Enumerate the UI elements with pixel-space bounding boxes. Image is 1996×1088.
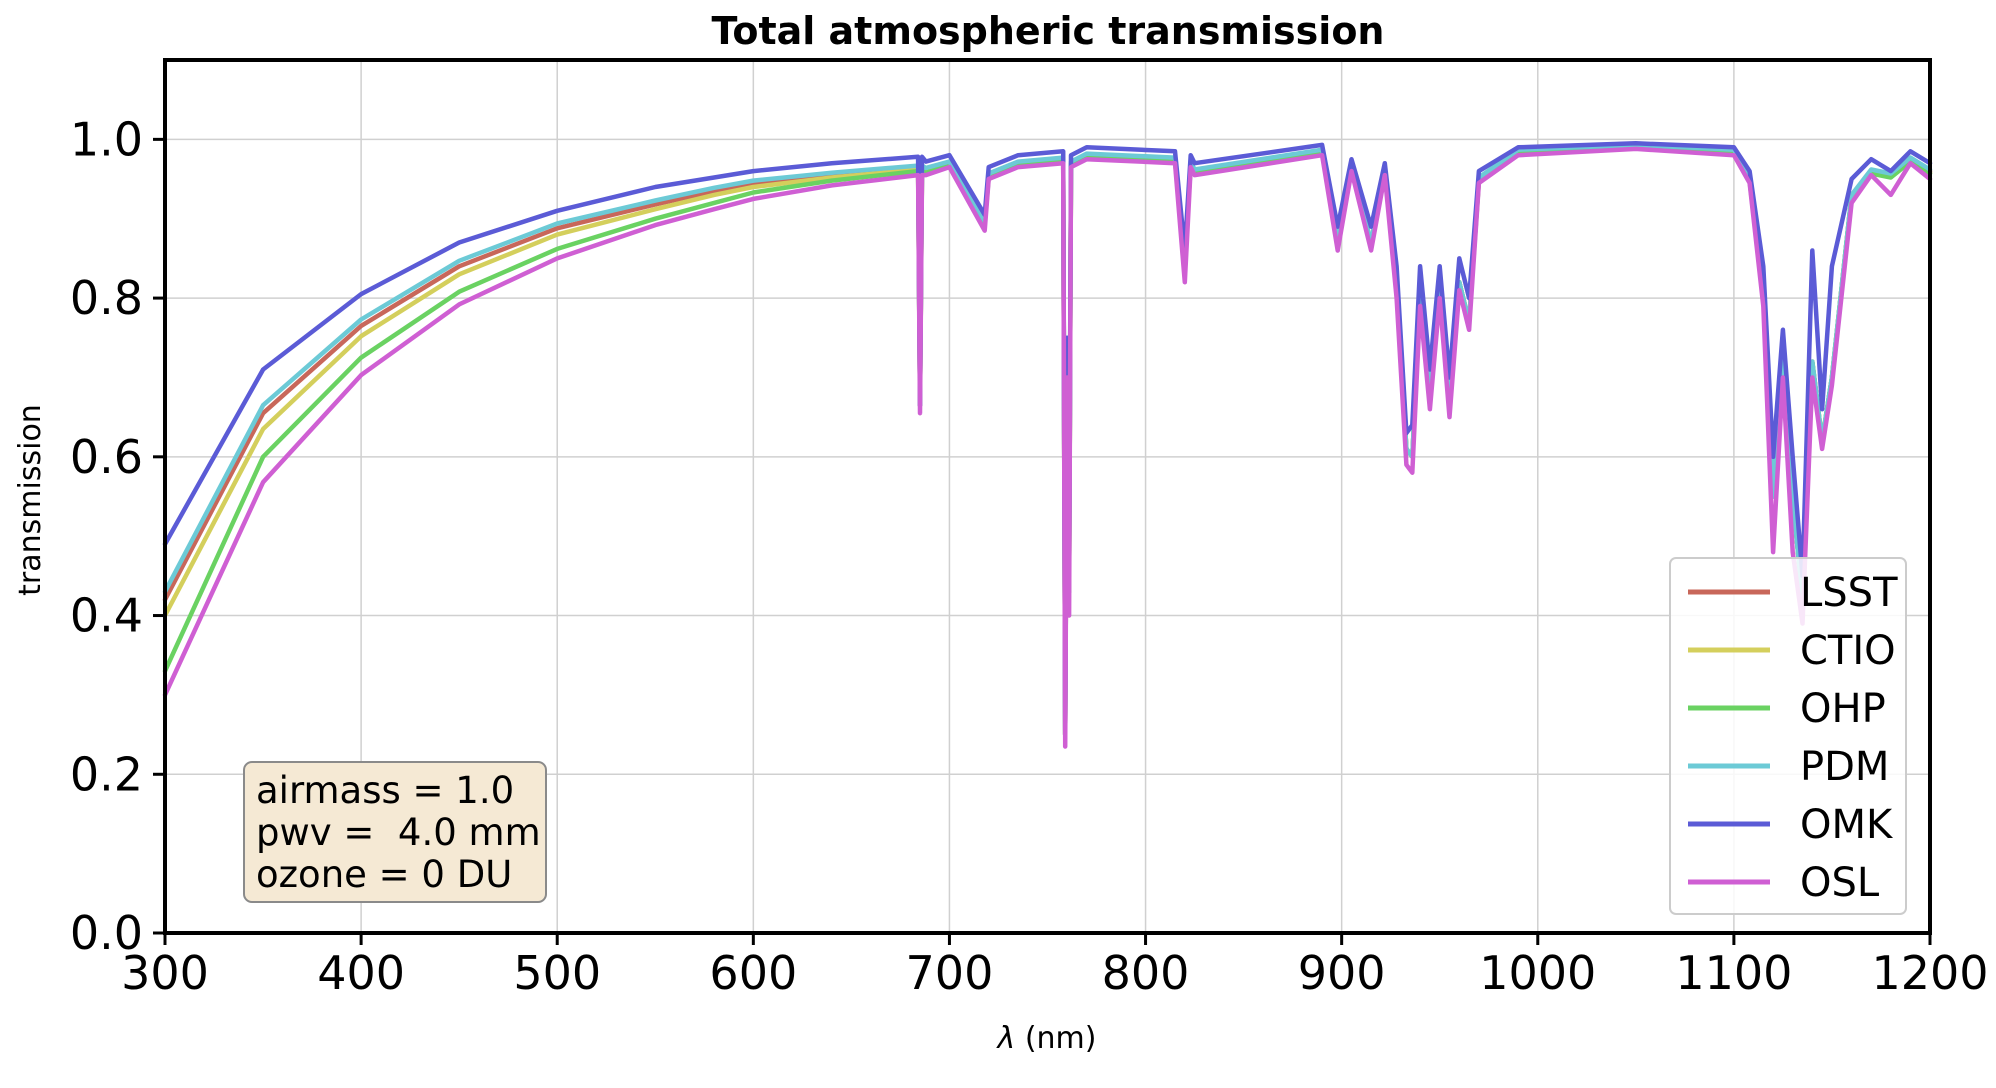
plot-series	[162, 141, 1933, 749]
x-tick-label: 1100	[1675, 946, 1792, 1000]
x-tick-label: 900	[1298, 946, 1386, 1000]
plot-frame	[163, 58, 1932, 935]
x-tick-label: 600	[709, 946, 797, 1000]
legend-label-lsst: LSST	[1800, 570, 1898, 616]
x-tick-label: 400	[317, 946, 405, 1000]
annotation-ozone: ozone = 0 DU	[256, 853, 512, 896]
x-tick-label: 500	[513, 946, 601, 1000]
x-tick-label: 1200	[1871, 946, 1988, 1000]
series-line-ctio	[162, 145, 1933, 737]
series-line-lsst	[162, 143, 1933, 737]
series-line-osl	[162, 146, 1933, 749]
annotation-pwv: pwv = 4.0 mm	[256, 811, 541, 854]
legend-label-osl: OSL	[1800, 860, 1880, 906]
legend: LSST CTIO OHP PDM OMK OSL	[1669, 557, 1907, 915]
x-tick-label: 800	[1102, 946, 1190, 1000]
y-tick-label: 0.0	[70, 906, 143, 960]
series-line-ohp	[162, 145, 1933, 737]
legend-label-ohp: OHP	[1800, 686, 1886, 732]
y-tick-label: 0.2	[70, 747, 143, 801]
y-tick-label: 0.8	[70, 271, 143, 325]
legend-label-pdm: PDM	[1800, 744, 1889, 790]
annotation-background	[243, 761, 547, 903]
x-axis-label: λ (nm)	[996, 1021, 1097, 1056]
y-tick-label: 0.4	[70, 589, 143, 643]
annotation-airmass: airmass = 1.0	[256, 769, 514, 812]
x-tick-label: 700	[906, 946, 994, 1000]
y-tick-label: 1.0	[70, 112, 143, 166]
y-tick-label: 0.6	[70, 430, 143, 484]
y-axis-label: transmission	[13, 404, 48, 596]
legend-label-ctio: CTIO	[1800, 628, 1896, 674]
y-axis-ticks: 0.0 0.2 0.4 0.6 0.8 1.0	[70, 112, 165, 960]
legend-label-omk: OMK	[1800, 802, 1894, 848]
x-tick-label: 1000	[1479, 946, 1596, 1000]
x-axis-symbol: λ	[996, 1021, 1016, 1056]
series-line-omk	[162, 141, 1933, 737]
x-axis-ticks: 300 400 500 600 700 800 900 1000 1100 1200	[121, 933, 1989, 1000]
series-line-pdm	[162, 142, 1933, 737]
chart-title: Total atmospheric transmission	[712, 9, 1385, 53]
annotation-box: airmass = 1.0 pwv = 4.0 mm ozone = 0 DU	[243, 761, 547, 903]
x-axis-unit: (nm)	[1015, 1021, 1096, 1056]
x-tick-label: 300	[121, 946, 209, 1000]
